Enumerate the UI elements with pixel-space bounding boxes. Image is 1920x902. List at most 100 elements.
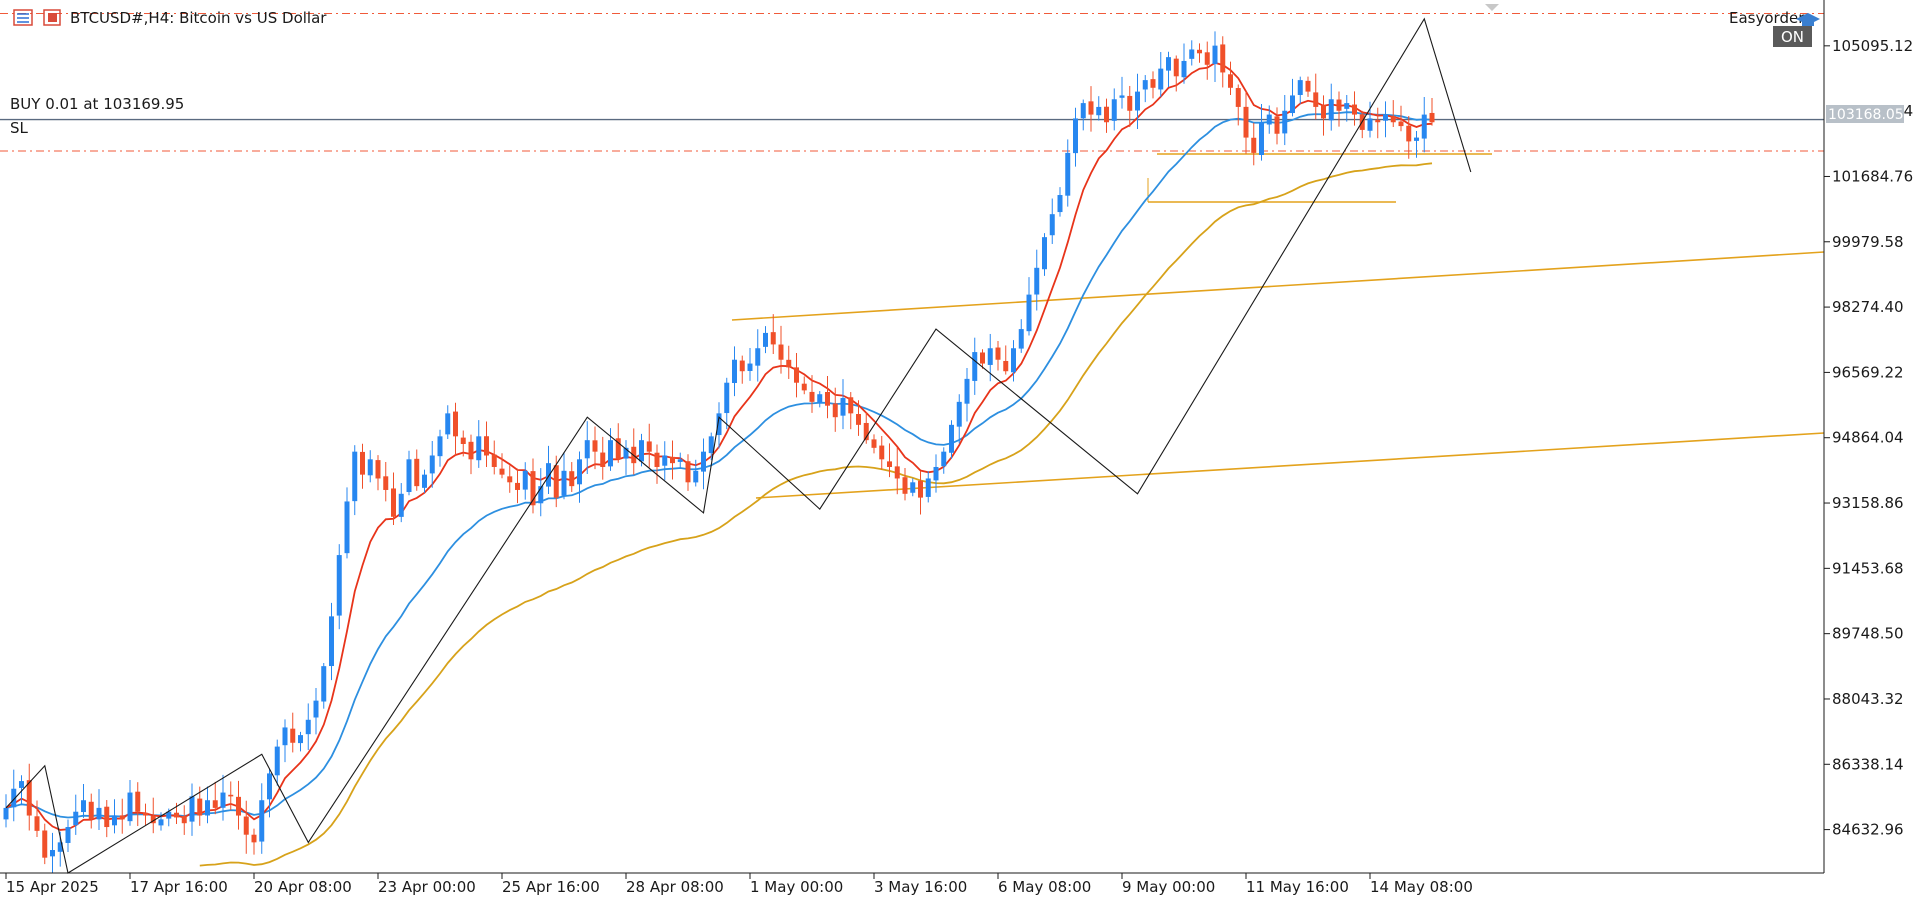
candle-bear	[150, 815, 156, 824]
candle-bear	[1228, 74, 1233, 88]
candle-bull	[817, 394, 823, 403]
candle-bear	[383, 476, 389, 490]
price-tick-label: 105095.12	[1832, 37, 1913, 55]
candle-bear	[1251, 137, 1257, 153]
candle-bear	[1127, 95, 1133, 111]
candle-bull	[422, 474, 427, 488]
candle-bull	[1096, 106, 1102, 116]
candle-bull	[755, 348, 761, 366]
time-tick-label: 15 Apr 2025	[6, 878, 99, 896]
price-tick-label: 91453.68	[1832, 559, 1904, 577]
ea-name: Easyorder	[1729, 9, 1805, 27]
candle-bear	[1398, 121, 1404, 127]
channel-lower-line	[755, 432, 1825, 499]
candle-bull	[941, 451, 947, 467]
candle-bear	[243, 816, 249, 835]
candle-bear	[739, 360, 745, 372]
candle-bull	[639, 440, 644, 462]
candle-bear	[375, 460, 381, 479]
price-tick-label: 94864.04	[1832, 429, 1904, 447]
symbol-title: BTCUSD#,H4: Bitcoin vs US Dollar	[70, 9, 327, 27]
candle-bear	[143, 812, 148, 816]
time-tick-label: 28 Apr 08:00	[626, 878, 724, 896]
candle-bull	[158, 819, 164, 826]
candle-bear	[1173, 58, 1179, 77]
candle-bull	[1421, 114, 1427, 139]
candle-bear	[491, 454, 497, 467]
time-tick-label: 23 Apr 00:00	[378, 878, 476, 896]
candle-bear	[1352, 104, 1357, 115]
time-tick-label: 3 May 16:00	[874, 878, 967, 896]
candle-bull	[329, 616, 334, 667]
candle-bull	[282, 727, 288, 746]
candle-bear	[1321, 105, 1326, 119]
price-tag-bg	[1826, 105, 1904, 123]
candle-bear	[600, 452, 606, 467]
candle-bear	[1197, 49, 1202, 54]
ea-on-button[interactable]: ON	[1781, 28, 1804, 46]
window-menu-icon[interactable]	[13, 9, 33, 26]
candle-bull	[763, 332, 768, 347]
candle-bear	[499, 468, 505, 475]
candle-bull	[747, 363, 753, 371]
candle-bear	[832, 403, 838, 418]
symbol-icon[interactable]	[43, 9, 61, 26]
candle-bear	[88, 801, 94, 820]
candle-bull	[1119, 95, 1125, 98]
candle-bear	[863, 422, 869, 441]
candle-bear	[391, 488, 396, 517]
candle-bull	[11, 788, 17, 808]
candle-bull	[1018, 329, 1024, 349]
candle-bull	[57, 842, 63, 852]
candle-bear	[530, 471, 536, 506]
candle-bear	[1429, 112, 1435, 123]
candle-bear	[1274, 116, 1280, 134]
price-tick-label: 86338.14	[1832, 755, 1904, 773]
candle-bear	[1243, 106, 1249, 138]
candle-bear	[197, 798, 203, 816]
candle-bull	[1344, 103, 1350, 109]
candle-bull	[1290, 95, 1295, 114]
candle-bear	[1305, 80, 1311, 92]
candle-bull	[406, 459, 412, 493]
time-tick-label: 11 May 16:00	[1246, 878, 1349, 896]
plot-area[interactable]	[0, 12, 1825, 874]
candle-bull	[73, 811, 79, 826]
candle-bull	[561, 470, 567, 496]
candle-bull	[1297, 80, 1303, 95]
candle-bull	[623, 447, 629, 459]
candle-bull	[259, 800, 265, 842]
candle-bull	[429, 455, 435, 474]
candle-bear	[871, 439, 877, 448]
candle-bear	[553, 465, 559, 498]
sl-label[interactable]: SL	[10, 119, 29, 137]
candle-bear	[918, 480, 923, 498]
price-tick-label: 89748.50	[1832, 625, 1904, 643]
buy-order-label[interactable]: BUY 0.01 at 103169.95	[10, 95, 184, 113]
candle-bull	[1142, 80, 1148, 90]
candle-bull	[367, 459, 373, 476]
scroll-marker-icon	[1485, 4, 1499, 11]
price-tick-label: 84632.96	[1832, 821, 1904, 839]
candle-bull	[205, 800, 210, 816]
candle-bear	[848, 397, 854, 414]
candle-bull	[50, 850, 55, 857]
candle-bear	[26, 780, 32, 816]
ea-hat-icon	[1796, 13, 1820, 26]
candle-bull	[608, 440, 613, 467]
ea-on-button-bg[interactable]	[1773, 26, 1812, 47]
candle-bull	[274, 746, 280, 776]
candle-bear	[135, 791, 141, 812]
price-tick-label: 101684.76	[1832, 167, 1913, 185]
candle-bull	[220, 792, 226, 808]
candle-bull	[96, 807, 102, 820]
candle-bull	[3, 807, 9, 820]
price-tick-label: 98274.40	[1832, 298, 1904, 316]
candle-bull	[1158, 68, 1164, 90]
candle-bull	[1080, 103, 1086, 119]
candle-bear	[670, 456, 675, 464]
candle-bull	[1073, 118, 1078, 154]
time-tick-label: 20 Apr 08:00	[254, 878, 352, 896]
